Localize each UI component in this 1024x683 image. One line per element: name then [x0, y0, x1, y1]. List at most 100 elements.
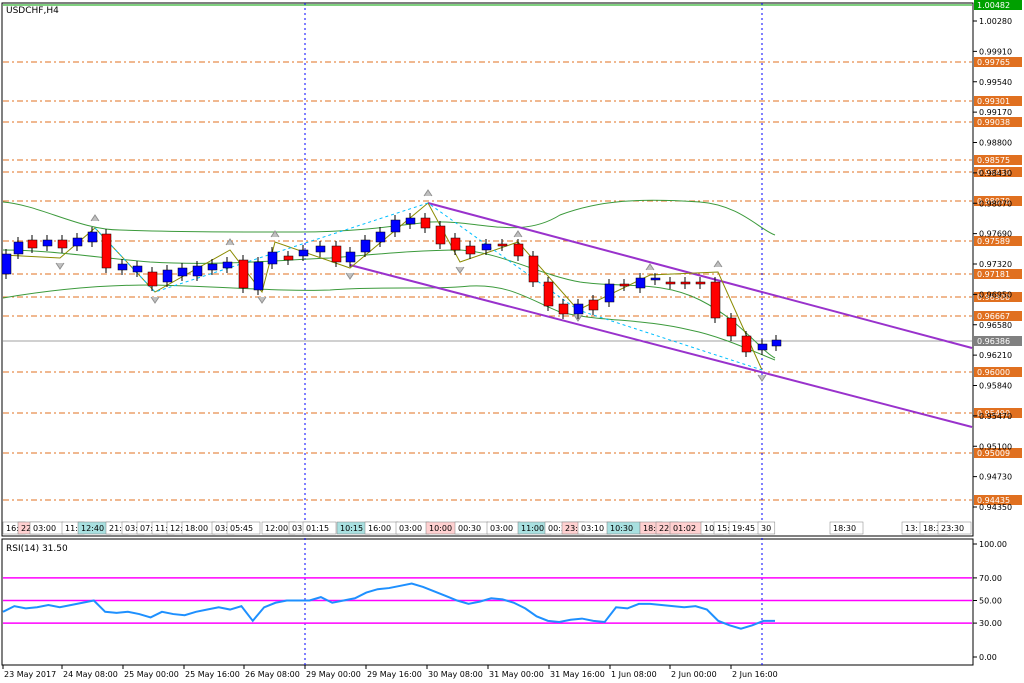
session-label: 11:: [65, 524, 78, 533]
session-label: 10:30: [610, 524, 633, 533]
bull-candle: [1, 253, 12, 275]
time-label: 24 May 08:00: [63, 670, 118, 679]
sr-price-badge: [974, 367, 1022, 377]
session-cell: [302, 521, 337, 535]
bull-candle: [635, 277, 646, 289]
price-tick-label: 0.96950: [979, 290, 1012, 299]
sr-price-badge: [974, 408, 1022, 418]
session-label: 23:30: [941, 524, 964, 533]
session-label: 10:: [704, 524, 717, 533]
sr-price-badge: [974, 236, 1022, 246]
session-label: 18:30: [833, 524, 856, 533]
vertical-dotted-lines: [304, 3, 763, 665]
bull-candle: [132, 265, 143, 273]
sr-price-label: 0.96900: [977, 293, 1010, 302]
session-label: 00:30: [548, 524, 571, 533]
fractal-down-arrow: [55, 262, 65, 270]
session-bar: 16: 22: 03:00 11: 12:40 21: 03: 07: 11: 12: 18:00 0…: [2, 521, 972, 535]
sr-price-badge: [974, 117, 1022, 127]
price-tick-label: 1.00280: [979, 17, 1012, 26]
sr-price-badge: [974, 57, 1022, 67]
time-label: 25 May 00:00: [124, 670, 179, 679]
bear-candle: [741, 335, 752, 353]
bear-candle: [283, 255, 294, 261]
time-label: 31 May 16:00: [550, 670, 605, 679]
sr-price-label: 0.96000: [977, 368, 1010, 377]
rsi-axis-label: 70.00: [979, 574, 1002, 583]
price-channel: [349, 202, 973, 428]
bull-candle: [117, 263, 128, 271]
sr-price-label: 0.94435: [977, 496, 1010, 505]
session-label: 12:40: [81, 524, 104, 533]
support-resistance-lines: 0.99765 0.99301 0.99038 0.98575 0.98430 0.980…: [3, 0, 1022, 505]
bear-candle: [57, 239, 68, 249]
bear-candle: [420, 217, 431, 229]
fractal-up-arrow: [423, 189, 433, 197]
time-label: 30 May 08:00: [428, 670, 483, 679]
time-label: 1 Jun 08:00: [611, 670, 657, 679]
bear-candle: [465, 245, 476, 255]
bull-candle: [481, 243, 492, 251]
bull-candle: [771, 339, 782, 347]
session-cell: [757, 521, 776, 535]
zigzag-indicator: [2, 189, 767, 382]
bear-candle: [27, 239, 38, 249]
price-tick-label: 0.99910: [979, 47, 1012, 56]
session-label: 07:: [140, 524, 153, 533]
bull-candle: [207, 263, 218, 271]
band-line: [2, 249, 776, 359]
bull-candle: [375, 231, 386, 243]
rsi-line: [2, 582, 775, 630]
session-label: 11:00: [521, 524, 544, 533]
time-label: 2 Jun 00:00: [671, 670, 717, 679]
sr-price-label: 0.99765: [977, 58, 1010, 67]
session-label: 19:45: [732, 524, 755, 533]
fractal-down-arrow: [257, 296, 267, 304]
price-tick-label: 0.98070: [979, 199, 1012, 208]
session-label: 03:00: [33, 524, 56, 533]
sr-price-badge: [974, 495, 1022, 505]
fractal-up-arrow: [270, 230, 280, 238]
sr-price-label: 0.97589: [977, 237, 1010, 246]
current-price-label: 0.96386: [977, 337, 1010, 346]
bull-candle: [604, 283, 615, 303]
session-label: 00:30: [458, 524, 481, 533]
zigzag-dashed-line: [94, 202, 763, 371]
session-label: 22:: [21, 524, 34, 533]
bull-candle: [315, 245, 326, 253]
bull-candle: [162, 269, 173, 283]
fractal-down-arrow: [345, 272, 355, 280]
bull-candle: [650, 277, 661, 281]
sr-price-badge: [974, 448, 1022, 458]
sr-price-label: 0.97181: [977, 270, 1010, 279]
session-label: 12:00: [265, 524, 288, 533]
bear-candle: [331, 245, 342, 263]
rsi-axis-label: 100.00: [979, 540, 1007, 549]
main-chart-frame: [1, 2, 974, 666]
bear-candle: [513, 243, 524, 257]
bull-candle: [360, 239, 371, 253]
fractal-up-arrow: [645, 263, 655, 271]
rsi-title: RSI(14) 31.50: [6, 544, 68, 554]
top-price-badge: [974, 0, 1022, 10]
sr-price-label: 0.98070: [977, 197, 1010, 206]
price-tick-label: 0.97320: [979, 260, 1012, 269]
session-label: 03:00: [490, 524, 513, 533]
bull-candle: [72, 237, 83, 247]
channel-upper-line: [427, 202, 973, 349]
price-tick-label: 0.98430: [979, 169, 1012, 178]
price-tick-label: 0.99170: [979, 108, 1012, 117]
sr-price-label: 0.99301: [977, 97, 1010, 106]
bull-candle: [13, 241, 24, 255]
top-price-label: 1.00482: [977, 1, 1010, 10]
sr-price-label: 0.95009: [977, 449, 1010, 458]
session-label: 03:: [292, 524, 305, 533]
bear-candle: [558, 303, 569, 315]
session-label: 13:: [905, 524, 918, 533]
session-cell: [937, 521, 972, 535]
bear-candle: [497, 243, 508, 247]
session-label: 15:: [717, 524, 730, 533]
bull-candle: [298, 249, 309, 257]
bull-candle: [177, 267, 188, 277]
